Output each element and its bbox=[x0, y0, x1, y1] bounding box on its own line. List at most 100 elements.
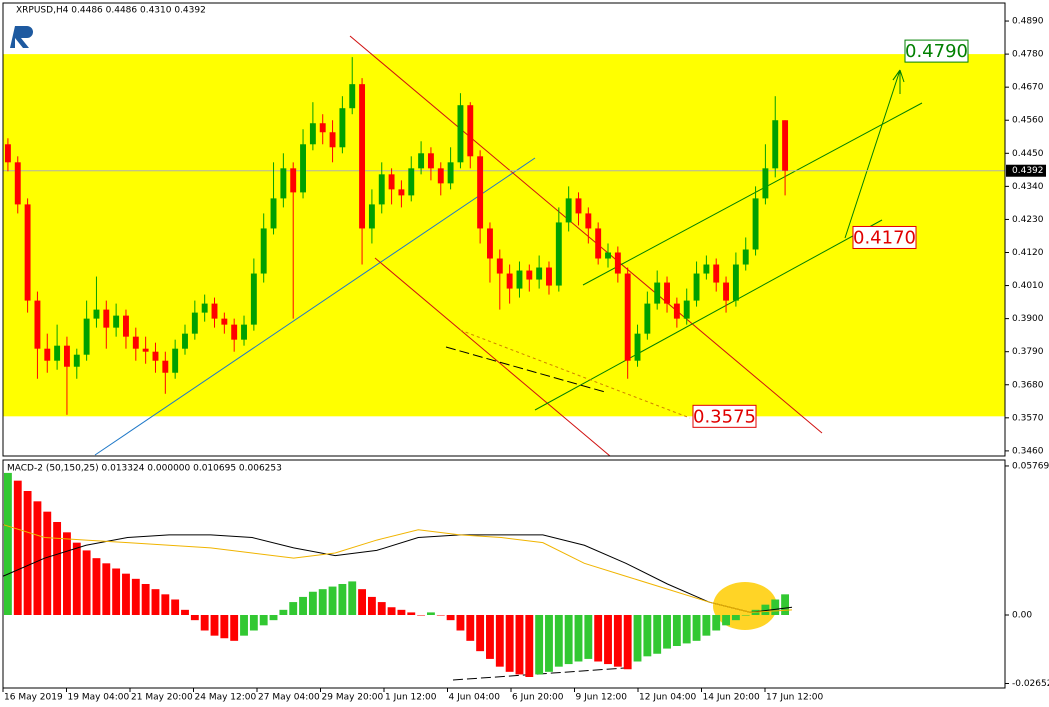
histogram-bar bbox=[663, 614, 671, 649]
histogram-bar bbox=[771, 599, 780, 615]
macd-title: MACD-2 (50,150,25) 0.013324 0.000000 0.0… bbox=[7, 464, 282, 474]
candle-body bbox=[447, 162, 454, 184]
histogram-bar bbox=[151, 589, 160, 615]
histogram-bar bbox=[112, 568, 121, 615]
candle-body bbox=[634, 333, 641, 361]
target-box bbox=[692, 404, 757, 428]
histogram-bar bbox=[702, 614, 711, 636]
x-tick-label: 4 Jun 04:00 bbox=[449, 693, 501, 703]
histogram-bar bbox=[348, 581, 357, 615]
candle-body bbox=[693, 273, 700, 301]
candle-body bbox=[388, 174, 395, 190]
candle-body bbox=[713, 264, 720, 283]
candle-body bbox=[673, 303, 680, 319]
candle-body bbox=[83, 318, 90, 355]
histogram-bar bbox=[653, 614, 662, 654]
channel-line bbox=[374, 257, 611, 457]
histogram-bar bbox=[161, 594, 170, 615]
histogram-bar bbox=[171, 599, 180, 615]
y-tick-label: 0.4230 bbox=[1012, 215, 1044, 225]
candle-body bbox=[270, 198, 277, 229]
histogram-bar bbox=[131, 578, 140, 615]
histogram-bar bbox=[505, 614, 514, 672]
histogram-bar bbox=[594, 614, 603, 662]
candle-body bbox=[536, 267, 543, 280]
candle-body bbox=[723, 282, 730, 301]
histogram-bar bbox=[269, 614, 278, 621]
candle-body bbox=[546, 267, 552, 286]
channel-line bbox=[349, 35, 823, 434]
candle-body bbox=[427, 153, 434, 169]
histogram-bar bbox=[623, 614, 632, 670]
candle-body bbox=[103, 309, 110, 328]
candle-body bbox=[113, 315, 120, 328]
candle-body bbox=[368, 204, 375, 229]
signal-line bbox=[2, 524, 793, 613]
histogram-bar bbox=[446, 614, 455, 621]
candle-body bbox=[624, 273, 631, 361]
histogram-bar bbox=[210, 614, 219, 636]
histogram-bar bbox=[613, 614, 622, 667]
histogram-bar bbox=[13, 480, 22, 615]
histogram-bar bbox=[554, 614, 563, 667]
target-zone bbox=[3, 54, 1005, 417]
histogram-bar bbox=[289, 602, 298, 615]
macd-line bbox=[2, 534, 793, 613]
candle-body bbox=[182, 333, 188, 349]
histogram-bar bbox=[397, 609, 406, 615]
target-box bbox=[852, 225, 917, 249]
candle-body bbox=[191, 312, 198, 334]
y-tick-label: 0.4780 bbox=[1012, 50, 1044, 60]
histogram-bar bbox=[328, 586, 337, 615]
candle-body bbox=[664, 282, 670, 304]
histogram-bar bbox=[761, 604, 770, 615]
histogram-bar bbox=[141, 583, 150, 615]
candle-body bbox=[152, 351, 159, 361]
candle-body bbox=[300, 144, 306, 193]
candle-body bbox=[408, 168, 415, 196]
candle-body bbox=[123, 315, 129, 337]
candle-body bbox=[319, 123, 326, 133]
y-tick-label: 0.3680 bbox=[1012, 380, 1044, 390]
y-tick-label: 0.4120 bbox=[1012, 248, 1044, 258]
histogram-bar bbox=[358, 589, 367, 615]
histogram-bar bbox=[53, 521, 62, 615]
candle-body bbox=[585, 213, 592, 229]
x-tick-label: 27 May 04:00 bbox=[258, 693, 320, 703]
histogram-bar bbox=[23, 490, 32, 615]
channel-line bbox=[582, 102, 923, 286]
histogram-bar bbox=[318, 589, 327, 615]
candle-body bbox=[506, 273, 513, 289]
candle-body bbox=[742, 249, 749, 265]
y-tick-label: 0.4670 bbox=[1012, 83, 1044, 93]
histogram-bar bbox=[299, 596, 307, 615]
histogram-bar bbox=[633, 614, 642, 662]
candle-body bbox=[487, 228, 493, 259]
candle-body bbox=[654, 282, 661, 304]
candle-body bbox=[172, 348, 179, 373]
candle-body bbox=[231, 324, 238, 340]
histogram-bar bbox=[240, 614, 248, 636]
histogram-bar bbox=[387, 607, 396, 615]
logo bbox=[10, 26, 33, 48]
candle-body bbox=[142, 348, 149, 352]
candle-body bbox=[34, 300, 41, 349]
candle-body bbox=[132, 336, 139, 349]
candle-body bbox=[241, 324, 247, 340]
y-tick-label: 0.4010 bbox=[1012, 281, 1044, 291]
x-tick-label: 24 May 12:00 bbox=[195, 693, 257, 703]
target-label: 0.4170 bbox=[853, 227, 916, 248]
x-tick-label: 1 Jun 12:00 bbox=[385, 693, 437, 703]
histogram-bar bbox=[535, 614, 544, 675]
histogram-bar bbox=[122, 573, 130, 615]
y-tick-label: 0.3460 bbox=[1012, 446, 1044, 456]
histogram-bar bbox=[43, 511, 52, 615]
x-tick-label: 19 May 04:00 bbox=[68, 693, 130, 703]
histogram-bar bbox=[308, 591, 317, 615]
x-tick-label: 12 Jun 04:00 bbox=[639, 693, 696, 703]
candle-body bbox=[644, 303, 651, 334]
histogram-bar bbox=[72, 542, 81, 615]
candle-body bbox=[732, 264, 739, 301]
candle-body bbox=[4, 144, 11, 163]
